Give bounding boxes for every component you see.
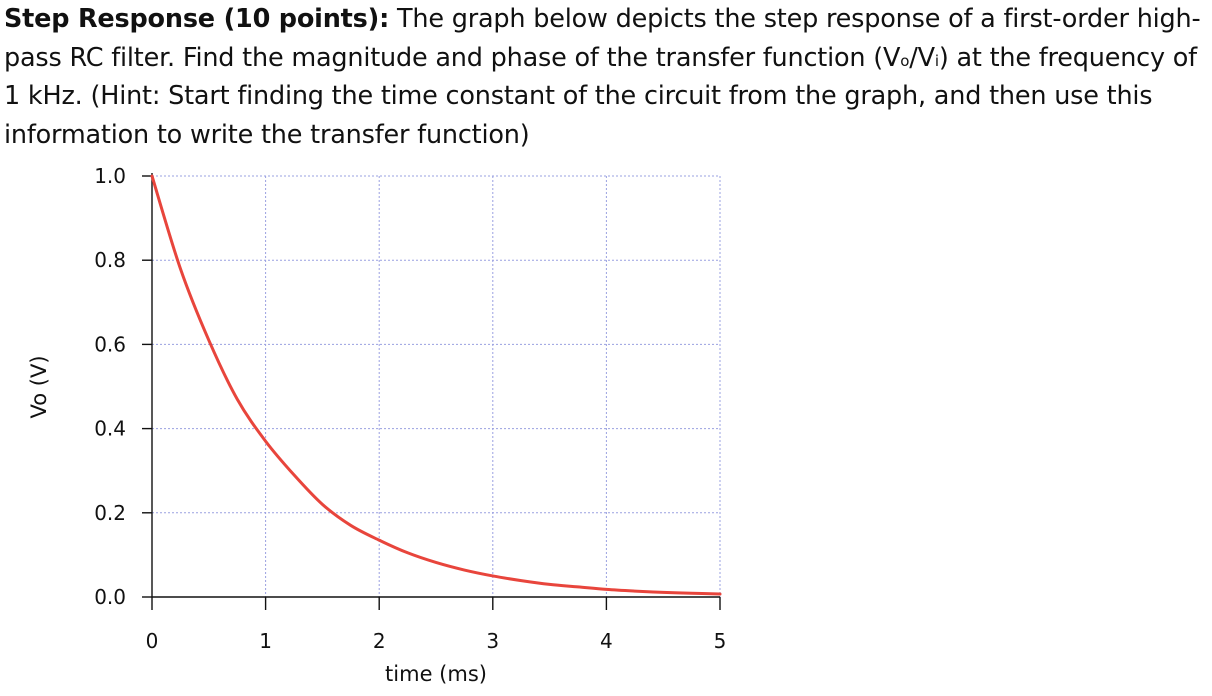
y-tick-label-3: 0.6 [94, 332, 126, 356]
problem-text-part-3: ) at the frequency of 1 kHz. (Hint: Star… [4, 42, 1197, 150]
y-tick-label-0: 0.0 [94, 585, 126, 609]
problem-statement: Step Response (10 points): The graph bel… [4, 0, 1208, 154]
problem-text-part-1: The graph below depicts the step respons… [4, 4, 1201, 73]
axis-layer: 0.0 0.2 0.4 0.6 0.8 1.0 0 1 2 3 4 5 [94, 164, 726, 653]
subscript-i: i [934, 51, 939, 70]
x-tick-label-5: 5 [714, 629, 727, 653]
x-tick-label-2: 2 [373, 629, 386, 653]
label-layer: time (ms) Vo (V) [27, 355, 487, 686]
series-line-0 [150, 174, 722, 596]
subscript-o: o [900, 51, 910, 70]
y-tick-label-5: 1.0 [94, 164, 126, 188]
x-tick-label-1: 1 [259, 629, 272, 653]
problem-text-part-2: /V [909, 42, 935, 73]
grid-layer [152, 175, 721, 597]
y-tick-label-4: 0.8 [94, 248, 126, 272]
series-layer [150, 174, 722, 596]
y-tick-label-1: 0.2 [94, 501, 126, 525]
problem-heading: Step Response (10 points): [4, 4, 390, 34]
x-tick-label-0: 0 [146, 629, 159, 653]
x-tick-label-4: 4 [600, 629, 613, 653]
x-axis-label: time (ms) [385, 662, 487, 686]
y-axis-label: Vo (V) [27, 355, 51, 418]
y-tick-label-2: 0.4 [94, 417, 126, 441]
x-tick-label-3: 3 [486, 629, 499, 653]
